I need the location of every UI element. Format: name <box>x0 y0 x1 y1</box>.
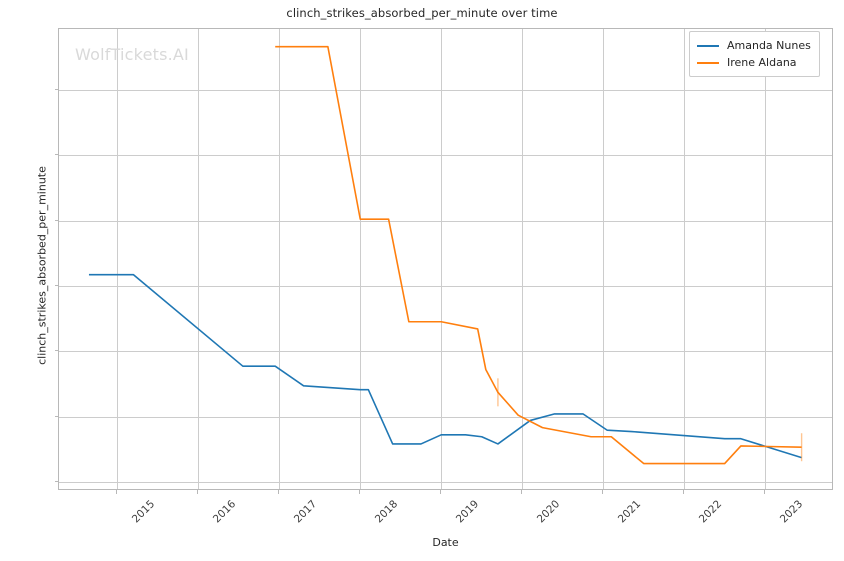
legend-color-swatch <box>697 61 719 64</box>
x-tick-mark <box>440 490 442 494</box>
gridline-vertical <box>198 29 200 489</box>
chart-title: clinch_strikes_absorbed_per_minute over … <box>286 6 558 20</box>
x-tick-mark <box>602 490 604 494</box>
legend-item[interactable]: Irene Aldana <box>697 54 811 71</box>
x-tick-mark <box>764 490 766 494</box>
gridline-horizontal <box>59 416 832 418</box>
y-tick-mark <box>54 219 58 221</box>
legend-label: Amanda Nunes <box>727 39 811 52</box>
y-tick-mark <box>54 350 58 352</box>
y-tick-mark <box>54 480 58 482</box>
gridline-vertical <box>360 29 362 489</box>
series-lines <box>88 45 803 465</box>
gridline-vertical <box>603 29 605 489</box>
series-line <box>275 45 802 465</box>
x-tick-mark <box>116 490 118 494</box>
x-tick-mark <box>683 490 685 494</box>
x-tick-mark <box>197 490 199 494</box>
gridline-vertical <box>765 29 767 489</box>
gridline-horizontal <box>59 351 832 353</box>
legend-item[interactable]: Amanda Nunes <box>697 37 811 54</box>
gridline-horizontal <box>59 155 832 157</box>
legend-color-swatch <box>697 44 719 47</box>
x-axis-label: Date <box>432 536 459 549</box>
y-tick-mark <box>54 88 58 90</box>
legend-label: Irene Aldana <box>727 56 797 69</box>
x-tick-mark <box>359 490 361 494</box>
gridline-horizontal <box>59 89 832 91</box>
gridline-vertical <box>684 29 686 489</box>
chart-legend: Amanda Nunes Irene Aldana <box>689 31 820 77</box>
y-tick-mark <box>54 415 58 417</box>
x-tick-mark <box>278 490 280 494</box>
gridline-horizontal <box>59 285 832 287</box>
gridline-vertical <box>279 29 281 489</box>
gridline-horizontal <box>59 220 832 222</box>
gridline-vertical <box>522 29 524 489</box>
y-tick-mark <box>54 284 58 286</box>
y-axis-label: clinch_strikes_absorbed_per_minute <box>35 166 49 365</box>
x-tick-mark <box>521 490 523 494</box>
gridline-vertical <box>441 29 443 489</box>
plot-area: WolfTickets.AI <box>58 28 833 490</box>
watermark: WolfTickets.AI <box>75 45 189 64</box>
gridline-horizontal <box>59 481 832 483</box>
y-tick-mark <box>54 154 58 156</box>
gridline-vertical <box>117 29 119 489</box>
series-line <box>88 273 802 459</box>
